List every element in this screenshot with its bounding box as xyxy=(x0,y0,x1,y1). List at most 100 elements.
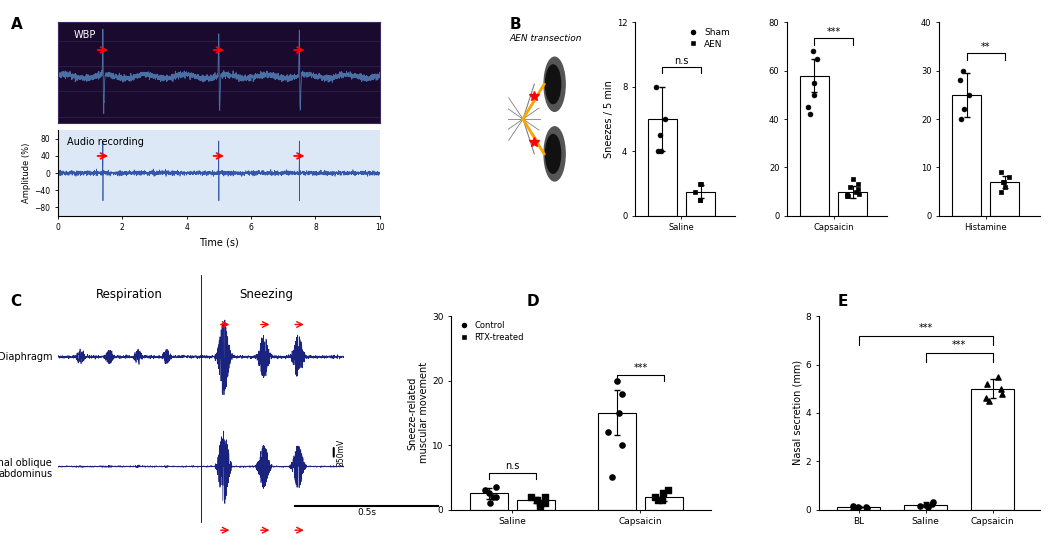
Circle shape xyxy=(544,127,565,181)
Point xyxy=(537,498,553,507)
Point xyxy=(531,502,548,511)
Point xyxy=(996,182,1013,191)
Circle shape xyxy=(546,65,561,104)
X-axis label: Time (s): Time (s) xyxy=(198,238,238,248)
Point xyxy=(613,389,630,398)
Point xyxy=(952,76,969,85)
Point xyxy=(924,499,941,508)
Point xyxy=(838,189,855,198)
Bar xyxy=(838,192,867,216)
Point xyxy=(992,168,1009,177)
Text: External oblique
abdominus: External oblique abdominus xyxy=(0,458,52,479)
Point xyxy=(961,90,978,99)
Point xyxy=(528,496,545,505)
Point xyxy=(847,187,864,196)
Bar xyxy=(470,493,508,510)
Legend: Sham, AEN: Sham, AEN xyxy=(684,27,731,49)
Point xyxy=(613,441,630,450)
Point xyxy=(608,376,625,385)
Point xyxy=(805,78,822,87)
Point xyxy=(956,105,972,114)
Point xyxy=(805,90,822,99)
Point xyxy=(993,389,1010,398)
Bar xyxy=(800,76,830,216)
Text: E: E xyxy=(838,294,848,309)
Point xyxy=(995,178,1012,186)
Point xyxy=(537,492,553,501)
Text: A: A xyxy=(10,17,22,32)
Point xyxy=(655,489,672,498)
Bar xyxy=(686,192,715,216)
Point xyxy=(691,195,708,204)
Point xyxy=(477,486,493,494)
Text: **: ** xyxy=(981,42,990,52)
Point xyxy=(858,504,875,513)
Point xyxy=(994,178,1011,186)
Text: ***: *** xyxy=(633,363,648,373)
Bar xyxy=(518,500,554,510)
Point xyxy=(692,195,709,204)
Point xyxy=(481,498,498,507)
Point xyxy=(691,179,708,188)
Point xyxy=(687,187,704,196)
Point xyxy=(488,483,505,492)
Text: ***: *** xyxy=(952,340,966,350)
Point xyxy=(845,175,862,184)
Point xyxy=(993,384,1010,393)
Text: Respiration: Respiration xyxy=(96,288,163,301)
Point xyxy=(656,115,673,124)
Bar xyxy=(971,389,1014,510)
Point xyxy=(1001,172,1017,181)
Point xyxy=(978,394,994,403)
Y-axis label: Amplitude (%): Amplitude (%) xyxy=(22,143,32,203)
Point xyxy=(653,147,670,156)
Point xyxy=(481,489,498,498)
Point xyxy=(845,505,862,514)
Bar xyxy=(952,95,981,216)
Point xyxy=(649,147,666,156)
Bar xyxy=(648,119,677,216)
Point xyxy=(992,187,1009,196)
Point xyxy=(484,492,501,501)
Bar xyxy=(904,505,947,510)
Point xyxy=(838,192,855,201)
Point xyxy=(920,503,937,512)
Text: WBP: WBP xyxy=(74,30,97,40)
Text: n.s: n.s xyxy=(674,55,689,66)
Point xyxy=(648,82,665,91)
Point xyxy=(604,473,621,482)
Bar xyxy=(990,182,1020,216)
Text: Audio recording: Audio recording xyxy=(67,137,144,147)
Point xyxy=(647,492,664,501)
Text: C: C xyxy=(10,294,22,309)
Point xyxy=(800,102,817,111)
Point xyxy=(693,179,710,188)
Point xyxy=(841,182,858,191)
Point xyxy=(981,396,998,405)
Point xyxy=(952,115,969,124)
Text: ***: *** xyxy=(919,323,932,333)
Point xyxy=(845,502,862,511)
Text: AEN transection: AEN transection xyxy=(509,34,582,43)
Y-axis label: Nasal secretion (mm): Nasal secretion (mm) xyxy=(793,361,802,465)
Point xyxy=(918,500,935,509)
Circle shape xyxy=(544,57,565,111)
Point xyxy=(805,47,822,56)
Point xyxy=(849,180,866,189)
Point xyxy=(850,503,867,512)
Y-axis label: Box flow (ml/s): Box flow (ml/s) xyxy=(27,41,36,104)
Circle shape xyxy=(546,134,561,173)
Legend: Control, RTX-treated: Control, RTX-treated xyxy=(456,320,525,343)
Point xyxy=(979,380,995,389)
Point xyxy=(600,428,616,437)
Point xyxy=(611,408,628,417)
Y-axis label: Sneeze-related
muscular movement: Sneeze-related muscular movement xyxy=(407,362,429,464)
Bar xyxy=(597,413,635,510)
Bar xyxy=(645,497,683,510)
Point xyxy=(522,492,539,501)
Text: Sneezing: Sneezing xyxy=(239,288,294,301)
Text: B: B xyxy=(509,17,521,32)
Point xyxy=(808,54,825,63)
Point xyxy=(531,498,548,507)
Text: n.s: n.s xyxy=(505,461,520,471)
